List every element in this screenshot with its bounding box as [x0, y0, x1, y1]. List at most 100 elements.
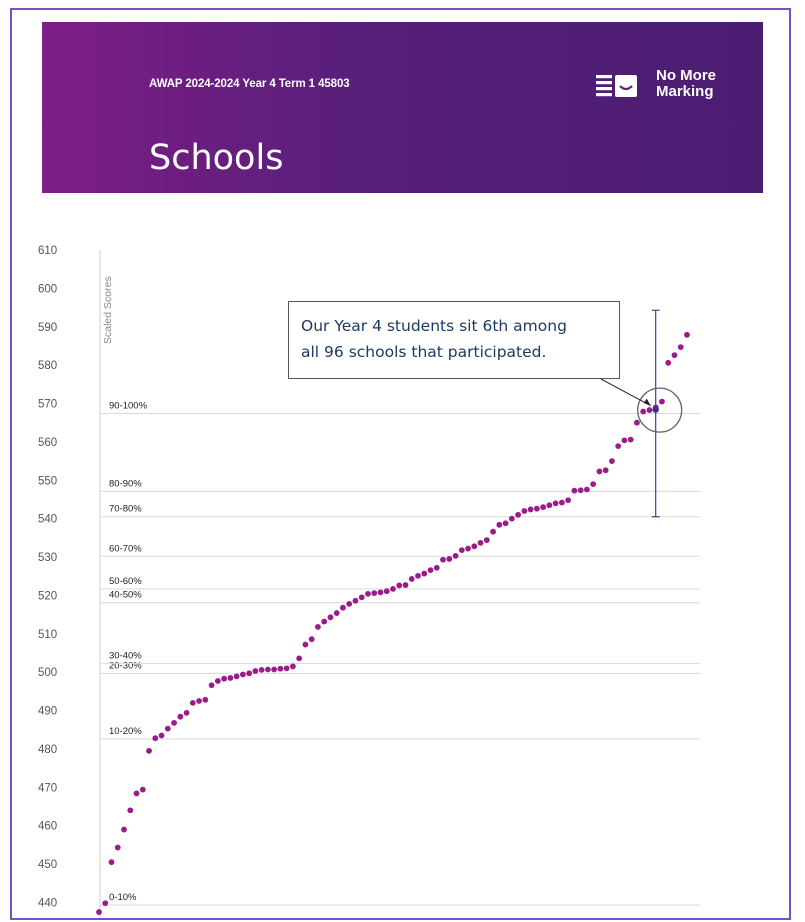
data-point — [627, 436, 634, 443]
data-point — [433, 564, 440, 571]
y-tick-label: 500 — [38, 667, 57, 679]
data-point — [502, 520, 509, 527]
band-label: 70-80% — [109, 504, 142, 515]
data-point — [396, 582, 403, 589]
data-point — [634, 419, 640, 426]
callout-arrow — [600, 378, 651, 407]
data-point — [527, 506, 534, 513]
data-point — [508, 515, 515, 522]
data-point — [533, 505, 540, 512]
data-point — [371, 590, 378, 597]
y-tick-label: 600 — [38, 283, 57, 295]
band-label: 20-30% — [109, 660, 142, 671]
data-point — [421, 570, 428, 577]
data-point — [252, 668, 259, 674]
data-point — [665, 359, 672, 366]
data-point — [565, 497, 572, 504]
data-point — [515, 511, 521, 518]
arrow-head — [643, 398, 651, 406]
logo-icon — [596, 75, 637, 97]
data-point — [277, 665, 284, 672]
data-point — [127, 807, 134, 814]
y-axis-label: Scaled Scores — [102, 276, 114, 344]
data-point — [615, 443, 622, 450]
band-label: 60-70% — [109, 543, 142, 554]
report-page: AWAP 2024-2024 Year 4 Term 1 45803 Schoo… — [10, 8, 791, 920]
y-tick-label: 470 — [38, 782, 57, 794]
data-point — [609, 458, 615, 464]
data-point — [552, 500, 559, 507]
data-point — [202, 696, 209, 703]
y-tick-label: 610 — [38, 245, 57, 257]
data-point — [646, 407, 653, 413]
data-point — [146, 747, 152, 754]
data-point — [327, 614, 334, 621]
data-point — [659, 398, 665, 405]
data-point — [358, 594, 365, 601]
data-point — [640, 408, 647, 415]
data-point — [671, 352, 678, 359]
data-point — [571, 487, 578, 494]
y-tick-label: 510 — [38, 629, 57, 641]
data-point — [239, 671, 246, 678]
header-banner: AWAP 2024-2024 Year 4 Term 1 45803 Schoo… — [42, 22, 763, 193]
band-label: 80-90% — [109, 478, 142, 489]
data-point — [684, 331, 690, 338]
data-point — [189, 699, 196, 706]
data-point — [208, 682, 215, 689]
data-point — [496, 521, 503, 528]
brand-name: No More Marking — [656, 67, 716, 100]
data-point — [308, 636, 315, 643]
data-point — [490, 528, 496, 535]
data-point — [158, 732, 165, 739]
scores-chart: 440 450 460 470 480 490 500 510 520 530 540 550 560 5… — [38, 245, 700, 918]
brand-logo: No More Marking — [594, 67, 734, 107]
data-point — [596, 468, 603, 475]
band-label: 40-50% — [109, 590, 142, 601]
data-point — [558, 499, 565, 506]
y-tick-label: 460 — [38, 821, 57, 833]
data-point — [346, 600, 353, 607]
y-tick-label: 490 — [38, 706, 57, 718]
callout-box: Our Year 4 students sit 6th among all 96… — [288, 301, 620, 379]
data-point — [164, 725, 171, 732]
data-point — [415, 572, 421, 579]
data-point — [183, 709, 190, 716]
data-point — [315, 623, 321, 630]
y-tick-label: 530 — [38, 552, 57, 564]
data-point — [246, 670, 253, 677]
data-point — [458, 547, 465, 554]
data-point — [302, 641, 309, 648]
callout-line-1: Our Year 4 students sit 6th among — [301, 317, 567, 335]
data-point — [196, 698, 202, 704]
data-point — [102, 900, 109, 907]
y-tick-label: 450 — [38, 859, 57, 871]
data-point — [214, 678, 221, 684]
data-point — [221, 675, 228, 682]
data-point — [296, 655, 303, 662]
data-point — [352, 597, 359, 604]
data-point — [602, 467, 609, 474]
y-tick-label: 580 — [38, 360, 57, 372]
y-tick-label: 550 — [38, 475, 57, 487]
band-label: 10-20% — [109, 726, 142, 737]
data-point — [321, 618, 328, 625]
y-tick-label: 480 — [38, 744, 57, 756]
data-point — [227, 675, 234, 681]
data-point — [121, 826, 127, 833]
y-tick-label: 540 — [38, 514, 57, 526]
y-tick-label: 560 — [38, 437, 57, 449]
data-point — [465, 545, 471, 552]
data-point — [477, 539, 484, 546]
data-point — [402, 582, 409, 588]
data-point — [677, 344, 684, 351]
report-title: AWAP 2024-2024 Year 4 Term 1 45803 — [149, 78, 350, 90]
data-point — [258, 666, 265, 673]
data-point — [621, 437, 628, 444]
data-point — [408, 576, 415, 582]
data-point — [271, 666, 278, 673]
band-label: 90-100% — [109, 400, 148, 411]
callout-line-2: all 96 schools that participated. — [301, 343, 547, 361]
data-point — [96, 909, 102, 915]
data-point — [264, 666, 271, 673]
